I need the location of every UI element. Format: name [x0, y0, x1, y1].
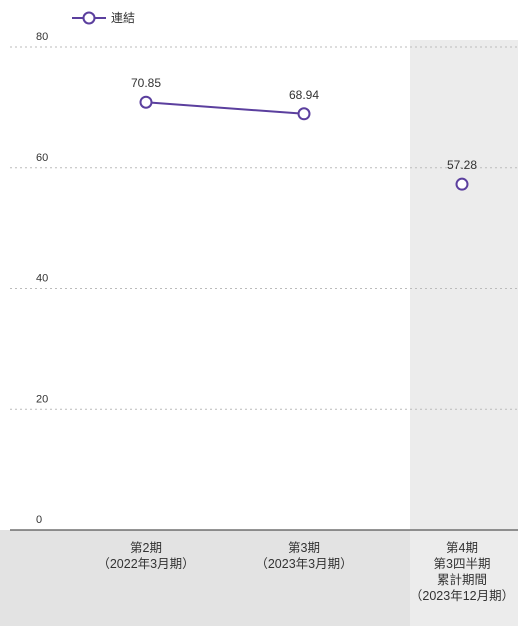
data-label: 70.85 — [131, 76, 161, 90]
series-lines — [145, 101, 305, 115]
y-tick-label: 80 — [36, 31, 48, 43]
x-category-label: （2022年3月期） — [97, 557, 194, 571]
data-point — [455, 177, 469, 191]
y-tick-label: 40 — [36, 273, 48, 285]
x-category-label: 第4期 — [446, 541, 478, 555]
x-category-label: 第2期 — [130, 541, 162, 555]
y-tick-label: 20 — [36, 393, 48, 405]
y-tick-label: 0 — [36, 514, 42, 526]
data-label: 57.28 — [447, 158, 477, 172]
x-category-label: （2023年12月期） — [410, 589, 514, 603]
x-category-label: （2023年3月期） — [255, 557, 352, 571]
x-category-label: 第3期 — [288, 541, 320, 555]
y-axis: 0 20 40 60 80 — [36, 31, 48, 526]
legend: 連結 — [72, 11, 135, 25]
y-tick-label: 60 — [36, 152, 48, 164]
series-points — [139, 95, 469, 191]
data-labels: 70.85 68.94 57.28 — [131, 76, 477, 172]
data-point — [297, 107, 311, 121]
data-label: 68.94 — [289, 88, 319, 102]
legend-label: 連結 — [111, 11, 135, 25]
x-category-label: 累計期間 — [437, 572, 487, 587]
data-point — [139, 95, 153, 109]
x-category-label: 第3四半期 — [434, 557, 491, 571]
legend-marker — [82, 11, 96, 25]
category-axis-band — [0, 530, 410, 626]
highlight-column-bg — [410, 40, 518, 626]
series-line-segment — [145, 101, 305, 115]
